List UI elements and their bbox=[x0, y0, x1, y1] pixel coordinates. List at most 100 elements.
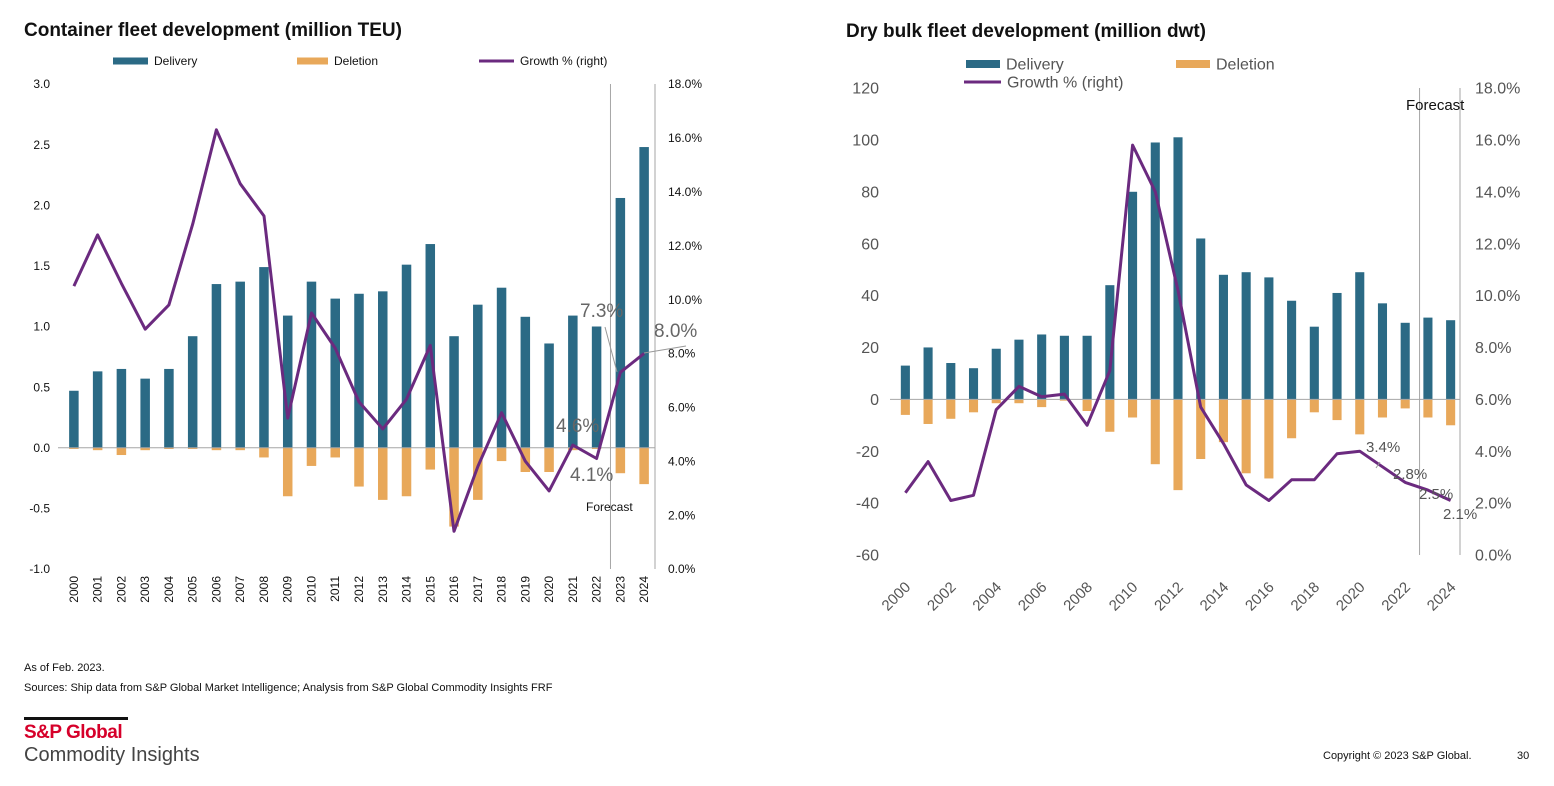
deletion-bar bbox=[1014, 399, 1024, 404]
logo-commodity-insights: Commodity Insights bbox=[24, 744, 200, 766]
x-tick-label: 2016 bbox=[447, 576, 461, 603]
x-tick-label: 2004 bbox=[969, 579, 1005, 615]
x-tick-label: 2009 bbox=[281, 576, 295, 603]
deletion-bar bbox=[449, 447, 459, 527]
annotation-leader-line bbox=[643, 345, 687, 354]
deletion-bar bbox=[946, 399, 956, 419]
x-tick-label: 2006 bbox=[1015, 579, 1051, 615]
delivery-bar bbox=[140, 378, 150, 448]
x-tick-label: 2022 bbox=[590, 576, 604, 603]
x-tick-label: 2002 bbox=[924, 579, 960, 615]
delivery-bar bbox=[1196, 238, 1206, 400]
y2-tick-label: 10.0% bbox=[1475, 288, 1520, 305]
data-label-annotation: 8.0% bbox=[654, 321, 697, 342]
deletion-bar bbox=[1423, 399, 1433, 418]
delivery-bar bbox=[639, 147, 649, 448]
x-tick-label: 2003 bbox=[138, 576, 152, 603]
deletion-bar bbox=[401, 447, 412, 497]
delivery-bar bbox=[615, 197, 626, 448]
y-tick-label: 40 bbox=[861, 288, 879, 305]
deletion-bar bbox=[568, 447, 578, 451]
delivery-bar bbox=[1014, 339, 1024, 400]
x-tick-label: 2020 bbox=[1333, 579, 1369, 615]
data-label-annotation: 7.3% bbox=[580, 301, 623, 322]
y2-tick-label: 16.0% bbox=[1475, 132, 1520, 149]
legend-delivery-label: Delivery bbox=[154, 54, 197, 68]
delivery-bar bbox=[187, 336, 198, 448]
x-tick-label: 2020 bbox=[542, 576, 556, 603]
as-of-note: As of Feb. 2023. bbox=[24, 662, 105, 674]
x-tick-label: 2017 bbox=[471, 576, 485, 603]
y2-tick-label: 4.0% bbox=[668, 454, 696, 468]
delivery-bar bbox=[1355, 272, 1365, 400]
delivery-bar bbox=[923, 347, 933, 400]
copyright-text: Copyright © 2023 S&P Global. bbox=[1323, 750, 1472, 762]
delivery-bar bbox=[544, 343, 554, 448]
deletion-bar bbox=[1150, 399, 1160, 465]
y-tick-label: 80 bbox=[861, 184, 879, 201]
y2-tick-label: 18.0% bbox=[668, 77, 702, 91]
y2-tick-label: 6.0% bbox=[1475, 392, 1511, 409]
delivery-bar bbox=[164, 368, 174, 448]
deletion-bar bbox=[1241, 399, 1251, 474]
delivery-bar bbox=[1377, 303, 1388, 400]
x-tick-label: 2010 bbox=[304, 576, 318, 603]
deletion-bar bbox=[1105, 399, 1115, 432]
data-label-annotation: 2.5% bbox=[1419, 486, 1453, 503]
x-tick-label: 2024 bbox=[1424, 579, 1460, 615]
deletion-bar bbox=[164, 447, 174, 449]
delivery-bar bbox=[69, 390, 79, 448]
y-tick-label: -20 bbox=[856, 444, 879, 461]
deletion-bar bbox=[187, 447, 198, 449]
y2-tick-label: 16.0% bbox=[668, 131, 702, 145]
y2-tick-label: 6.0% bbox=[668, 401, 696, 415]
x-tick-label: 2008 bbox=[1060, 579, 1096, 615]
deletion-bar bbox=[69, 447, 79, 449]
y2-tick-label: 0.0% bbox=[668, 562, 696, 576]
y-tick-label: 2.5 bbox=[33, 138, 50, 152]
data-label-annotation: 2.1% bbox=[1443, 506, 1477, 523]
deletion-bar bbox=[140, 447, 150, 451]
legend-deletion-label: Deletion bbox=[1216, 57, 1275, 74]
legend-growth-label: Growth % (right) bbox=[1007, 75, 1123, 92]
x-tick-label: 2023 bbox=[613, 576, 627, 603]
deletion-bar bbox=[1037, 399, 1047, 408]
deletion-bar bbox=[1355, 399, 1365, 435]
container-chart-title: Container fleet development (million TEU… bbox=[24, 20, 402, 41]
deletion-bar bbox=[1400, 399, 1410, 409]
delivery-bar bbox=[401, 264, 412, 448]
deletion-bar bbox=[1082, 399, 1092, 412]
y2-tick-label: 12.0% bbox=[668, 239, 702, 253]
delivery-bar bbox=[1105, 285, 1115, 400]
deletion-bar bbox=[282, 447, 293, 497]
delivery-bar bbox=[1037, 334, 1047, 400]
deletion-bar bbox=[968, 399, 979, 413]
page-number: 30 bbox=[1517, 750, 1530, 762]
y2-tick-label: 4.0% bbox=[1475, 444, 1511, 461]
deletion-bar bbox=[116, 447, 127, 456]
delivery-bar bbox=[1287, 300, 1297, 400]
delivery-bar bbox=[1241, 272, 1251, 400]
y2-tick-label: 2.0% bbox=[1475, 496, 1511, 513]
sources-note: Sources: Ship data from S&P Global Marke… bbox=[24, 682, 553, 694]
deletion-bar bbox=[425, 447, 436, 470]
x-tick-label: 2021 bbox=[566, 576, 580, 603]
deletion-bar bbox=[306, 447, 317, 466]
deletion-bar bbox=[496, 447, 507, 462]
x-tick-label: 2005 bbox=[186, 576, 200, 603]
delivery-bar bbox=[520, 316, 531, 448]
delivery-bar bbox=[968, 368, 979, 400]
drybulk-chart-title: Dry bulk fleet development (million dwt) bbox=[846, 21, 1206, 42]
deletion-bar bbox=[900, 399, 910, 415]
deletion-bar bbox=[544, 447, 554, 472]
y2-tick-label: 2.0% bbox=[668, 508, 696, 522]
legend-deletion-swatch bbox=[1176, 60, 1210, 68]
delivery-bar bbox=[354, 293, 364, 448]
delivery-bar bbox=[900, 365, 910, 400]
y-tick-label: 20 bbox=[861, 340, 879, 357]
x-tick-label: 2016 bbox=[1242, 579, 1278, 615]
delivery-bar bbox=[1423, 317, 1433, 400]
y-tick-label: -60 bbox=[856, 548, 879, 565]
deletion-bar bbox=[1287, 399, 1297, 439]
